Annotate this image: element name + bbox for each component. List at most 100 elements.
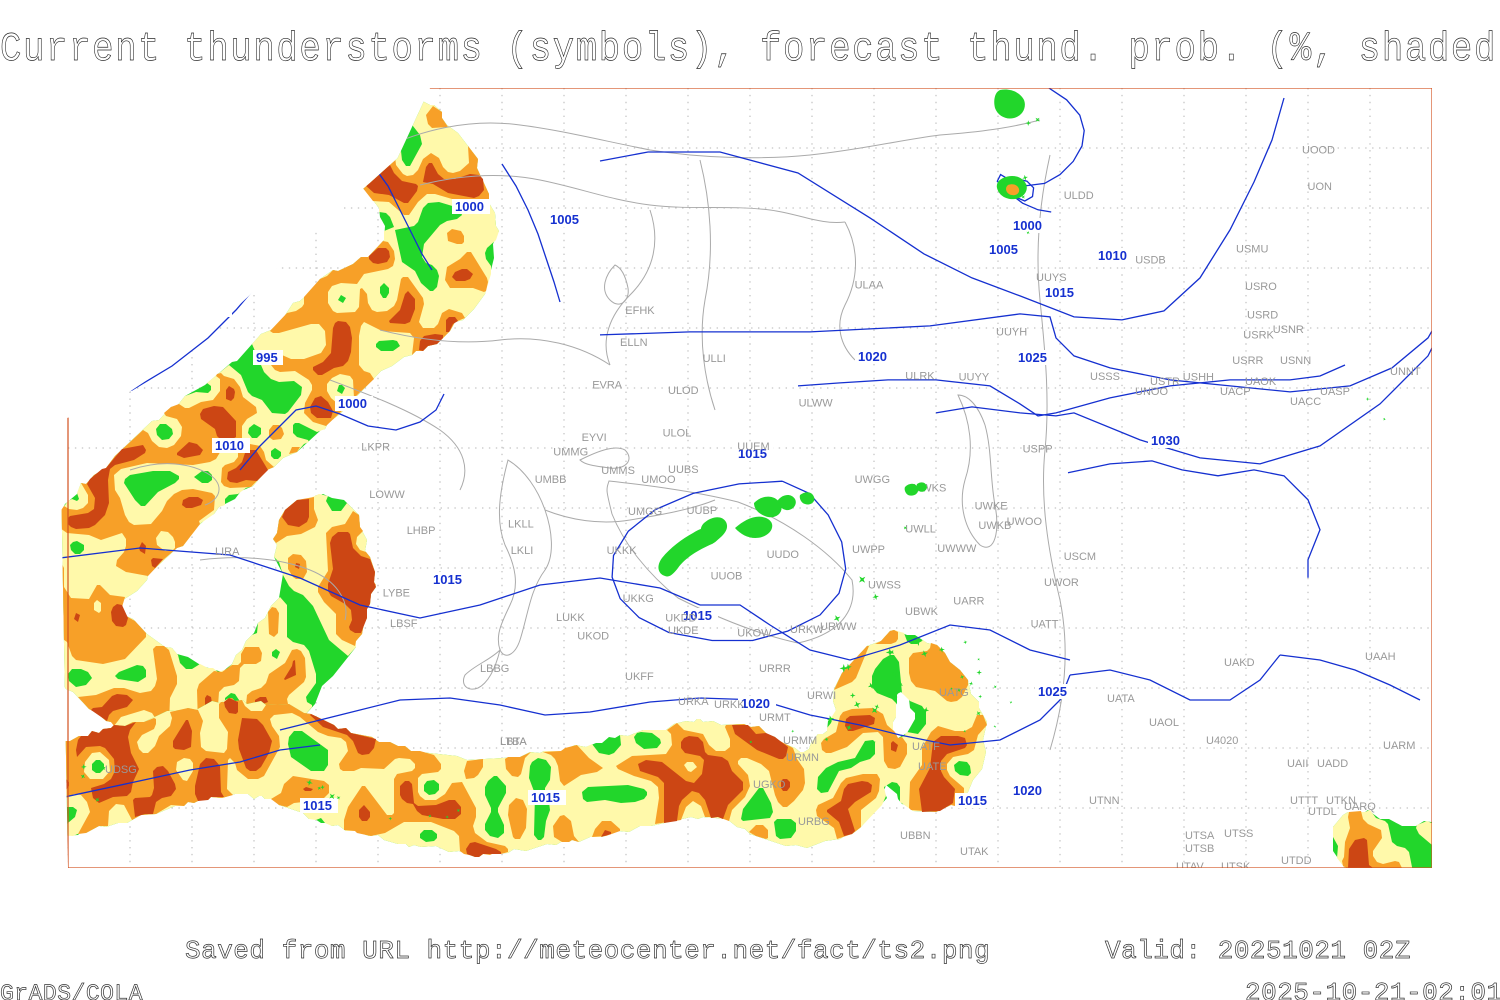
svg-text:URKW: URKW bbox=[790, 624, 824, 636]
svg-text:UNOO: UNOO bbox=[1135, 386, 1168, 398]
svg-text:ULRK: ULRK bbox=[905, 371, 935, 383]
svg-text:UARR: UARR bbox=[953, 596, 984, 608]
svg-text:UOOD: UOOD bbox=[1302, 144, 1335, 156]
svg-text:1025: 1025 bbox=[1018, 350, 1047, 365]
svg-text:ULOD: ULOD bbox=[668, 385, 699, 397]
svg-text:1025: 1025 bbox=[1038, 684, 1067, 699]
svg-text:UAII: UAII bbox=[1287, 758, 1308, 770]
svg-text:UKDD: UKDD bbox=[665, 613, 696, 625]
svg-text:UATE: UATE bbox=[918, 761, 947, 773]
svg-text:UKKK: UKKK bbox=[607, 545, 638, 557]
svg-text:UARQ: UARQ bbox=[1344, 801, 1376, 813]
svg-text:LKLI: LKLI bbox=[511, 545, 534, 557]
svg-text:UBWK: UBWK bbox=[905, 606, 939, 618]
svg-text:UUYY: UUYY bbox=[959, 372, 990, 384]
svg-text:URKK: URKK bbox=[714, 699, 745, 711]
svg-text:USCM: USCM bbox=[1064, 551, 1096, 563]
svg-text:UMMG: UMMG bbox=[553, 446, 588, 458]
svg-text:URMT: URMT bbox=[759, 712, 791, 724]
svg-text:UNNT: UNNT bbox=[1390, 366, 1421, 378]
svg-text:UKKG: UKKG bbox=[623, 593, 654, 605]
svg-text:UWLL: UWLL bbox=[905, 524, 936, 536]
svg-text:GrADS/COLA: GrADS/COLA bbox=[0, 981, 143, 1000]
svg-text:USRR: USRR bbox=[1232, 355, 1263, 367]
svg-text:1015: 1015 bbox=[958, 793, 987, 808]
svg-text:LBBG: LBBG bbox=[480, 663, 509, 675]
svg-text:UWOR: UWOR bbox=[1044, 577, 1079, 589]
svg-text:UAKD: UAKD bbox=[1224, 657, 1255, 669]
svg-text:URMM: URMM bbox=[783, 735, 817, 747]
svg-text:UWKE: UWKE bbox=[975, 501, 1008, 513]
svg-text:USDB: USDB bbox=[1135, 254, 1166, 266]
svg-text:LYBE: LYBE bbox=[383, 588, 410, 600]
svg-text:1010: 1010 bbox=[215, 438, 244, 453]
svg-text:UUOB: UUOB bbox=[711, 571, 743, 583]
svg-text:1005: 1005 bbox=[989, 242, 1018, 257]
svg-text:UUYH: UUYH bbox=[996, 326, 1027, 338]
svg-text:LKLL: LKLL bbox=[508, 518, 534, 530]
svg-text:UACC: UACC bbox=[1290, 396, 1321, 408]
svg-text:ULOL: ULOL bbox=[663, 428, 692, 440]
svg-text:UKFF: UKFF bbox=[625, 671, 654, 683]
svg-text:URMN: URMN bbox=[786, 752, 819, 764]
svg-text:UMMS: UMMS bbox=[601, 465, 635, 477]
svg-text:UTDD: UTDD bbox=[1281, 855, 1312, 867]
svg-text:UUDO: UUDO bbox=[767, 549, 800, 561]
svg-text:UASP: UASP bbox=[1320, 386, 1350, 398]
svg-text:ULDD: ULDD bbox=[1064, 190, 1094, 202]
svg-text:UMOO: UMOO bbox=[641, 474, 676, 486]
svg-text:USRD: USRD bbox=[1247, 309, 1278, 321]
svg-text:LIRA: LIRA bbox=[215, 546, 240, 558]
svg-text:USNN: USNN bbox=[1280, 355, 1311, 367]
svg-text:UTSS: UTSS bbox=[1224, 828, 1253, 840]
svg-text:UAOK: UAOK bbox=[1245, 376, 1277, 388]
svg-text:U4020: U4020 bbox=[1206, 735, 1238, 747]
svg-text:1005: 1005 bbox=[550, 212, 579, 227]
svg-text:USRO: USRO bbox=[1245, 281, 1277, 293]
svg-text:UMBB: UMBB bbox=[535, 474, 567, 486]
svg-text:1030: 1030 bbox=[1151, 433, 1180, 448]
svg-text:UWWW: UWWW bbox=[937, 543, 977, 555]
svg-text:1000: 1000 bbox=[1013, 218, 1042, 233]
svg-text:UKDE: UKDE bbox=[668, 625, 699, 637]
svg-text:1020: 1020 bbox=[741, 696, 770, 711]
svg-text:995: 995 bbox=[256, 350, 278, 365]
svg-text:1000: 1000 bbox=[455, 199, 484, 214]
svg-text:1015: 1015 bbox=[433, 572, 462, 587]
svg-text:URWW: URWW bbox=[820, 621, 857, 633]
svg-text:UUBP: UUBP bbox=[687, 505, 718, 517]
svg-text:1020: 1020 bbox=[1013, 783, 1042, 798]
svg-text:LHBP: LHBP bbox=[407, 525, 436, 537]
svg-text:URRR: URRR bbox=[759, 663, 791, 675]
svg-text:UWPP: UWPP bbox=[852, 544, 885, 556]
svg-text:USMU: USMU bbox=[1236, 243, 1268, 255]
svg-text:EYVI: EYVI bbox=[582, 432, 607, 444]
svg-text:UATG: UATG bbox=[939, 687, 969, 699]
svg-text:UAAH: UAAH bbox=[1365, 651, 1396, 663]
svg-text:URBG: URBG bbox=[798, 816, 830, 828]
svg-text:UUEM: UUEM bbox=[737, 441, 769, 453]
svg-text:UMGG: UMGG bbox=[628, 506, 662, 518]
svg-text:EVRA: EVRA bbox=[592, 380, 623, 392]
svg-text:USPP: USPP bbox=[1023, 444, 1053, 456]
svg-text:UWGG: UWGG bbox=[855, 474, 890, 486]
svg-text:USRK: USRK bbox=[1243, 330, 1274, 342]
svg-text:UTSB: UTSB bbox=[1185, 843, 1214, 855]
svg-text:UATF: UATF bbox=[912, 741, 940, 753]
svg-text:LBSF: LBSF bbox=[390, 618, 418, 630]
svg-text:UGKO: UGKO bbox=[753, 779, 786, 791]
svg-text:ULLI: ULLI bbox=[703, 353, 726, 365]
svg-text:USSS: USSS bbox=[1090, 371, 1120, 383]
svg-text:UTSA: UTSA bbox=[1185, 830, 1215, 842]
svg-text:ULWW: ULWW bbox=[799, 397, 834, 409]
svg-text:USNR: USNR bbox=[1273, 324, 1304, 336]
svg-text:USHH: USHH bbox=[1183, 372, 1214, 384]
svg-text:Current thunderstorms (symbols: Current thunderstorms (symbols), forecas… bbox=[0, 27, 1500, 73]
svg-text:LKPR: LKPR bbox=[361, 442, 390, 454]
svg-text:1015: 1015 bbox=[303, 798, 332, 813]
svg-text:Valid: 20251021 02Z: Valid: 20251021 02Z bbox=[1105, 936, 1411, 966]
svg-text:UADD: UADD bbox=[1317, 758, 1348, 770]
svg-text:EFHK: EFHK bbox=[625, 305, 655, 317]
svg-text:URWI: URWI bbox=[807, 690, 836, 702]
svg-text:UATT: UATT bbox=[1031, 619, 1059, 631]
